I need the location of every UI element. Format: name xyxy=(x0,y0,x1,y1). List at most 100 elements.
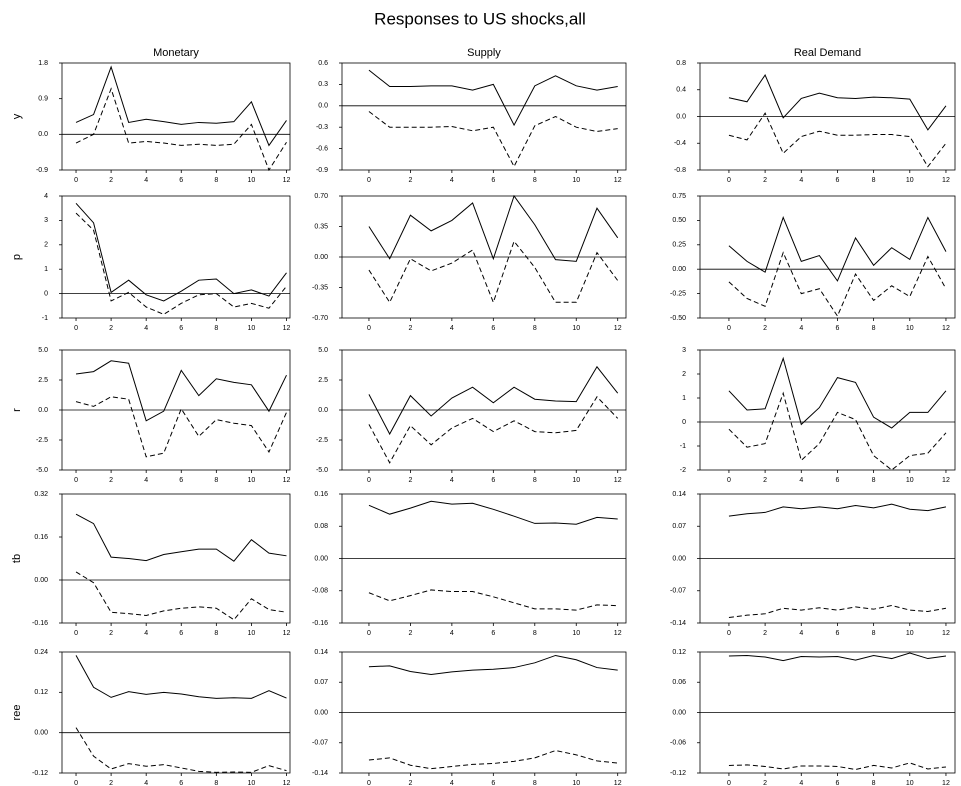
y-tick-label: 0.08 xyxy=(314,523,328,530)
y-tick-label: 0.00 xyxy=(34,577,48,584)
row-label: r xyxy=(11,408,23,412)
dashed-line xyxy=(75,727,287,773)
x-tick-label: 10 xyxy=(906,177,914,184)
x-tick-label: 6 xyxy=(179,477,183,484)
x-tick-label: 0 xyxy=(74,177,78,184)
x-tick-label: 0 xyxy=(727,325,731,332)
y-tick-label: -0.50 xyxy=(670,315,686,322)
column-title: Monetary xyxy=(153,47,199,59)
y-tick-label: -0.9 xyxy=(36,167,48,174)
x-tick-label: 12 xyxy=(614,177,622,184)
x-tick-label: 0 xyxy=(74,325,78,332)
y-tick-label: 2 xyxy=(682,371,686,378)
x-tick-label: 12 xyxy=(614,477,622,484)
x-tick-label: 0 xyxy=(367,177,371,184)
y-tick-label: -0.08 xyxy=(312,588,328,595)
x-tick-label: 4 xyxy=(450,780,454,786)
x-tick-label: 0 xyxy=(727,177,731,184)
dashed-line xyxy=(728,391,947,471)
x-tick-label: 8 xyxy=(872,325,876,332)
x-tick-label: 8 xyxy=(872,780,876,786)
x-tick-label: 12 xyxy=(283,477,291,484)
x-tick-label: 2 xyxy=(408,780,412,786)
y-tick-label: -0.14 xyxy=(312,770,328,777)
y-tick-label: -0.07 xyxy=(670,588,686,595)
y-tick-label: 0.07 xyxy=(314,679,328,686)
plot-frame xyxy=(699,349,956,471)
solid-line xyxy=(368,500,618,525)
dashed-line xyxy=(368,589,618,611)
y-tick-label: -0.12 xyxy=(670,770,686,777)
y-tick-label: 0.0 xyxy=(676,113,686,120)
y-tick-label: 0.14 xyxy=(672,491,686,498)
x-tick-label: 4 xyxy=(450,477,454,484)
x-tick-label: 4 xyxy=(144,780,148,786)
x-tick-label: 2 xyxy=(408,477,412,484)
x-tick-label: 6 xyxy=(179,325,183,332)
y-tick-label: 0.6 xyxy=(318,60,328,67)
x-tick-label: 6 xyxy=(835,630,839,637)
y-tick-label: 0.14 xyxy=(314,649,328,656)
y-tick-label: -0.06 xyxy=(670,740,686,747)
x-tick-label: 8 xyxy=(214,177,218,184)
y-tick-label: 3 xyxy=(44,217,48,224)
solid-line xyxy=(75,202,287,302)
dashed-line xyxy=(368,395,619,464)
y-tick-label: 0.32 xyxy=(34,491,48,498)
x-tick-label: 8 xyxy=(214,780,218,786)
y-tick-label: -0.8 xyxy=(674,167,686,174)
y-tick-label: -0.25 xyxy=(670,290,686,297)
x-tick-label: 6 xyxy=(491,477,495,484)
x-tick-label: 10 xyxy=(572,325,580,332)
x-tick-label: 10 xyxy=(906,325,914,332)
y-tick-label: 0.0 xyxy=(38,407,48,414)
y-tick-label: 0.00 xyxy=(314,709,328,716)
y-tick-label: 2 xyxy=(44,242,48,249)
solid-line xyxy=(75,360,287,422)
y-tick-label: 0.3 xyxy=(318,81,328,88)
y-tick-label: 0.4 xyxy=(676,87,686,94)
y-tick-label: 0.24 xyxy=(34,649,48,656)
dashed-line xyxy=(728,251,947,318)
y-tick-label: 0.12 xyxy=(672,649,686,656)
x-tick-label: 12 xyxy=(942,477,950,484)
row-label: ree xyxy=(11,705,23,721)
x-tick-label: 0 xyxy=(74,630,78,637)
y-tick-label: 1.8 xyxy=(38,60,48,67)
x-tick-label: 2 xyxy=(109,630,113,637)
y-tick-label: 0.35 xyxy=(314,223,328,230)
x-tick-label: 2 xyxy=(109,177,113,184)
y-tick-label: -0.3 xyxy=(316,124,328,131)
y-tick-label: -0.9 xyxy=(316,167,328,174)
x-tick-label: 10 xyxy=(248,477,256,484)
y-tick-label: 0.9 xyxy=(38,96,48,103)
x-tick-label: 2 xyxy=(763,325,767,332)
x-tick-label: 0 xyxy=(727,477,731,484)
x-tick-label: 10 xyxy=(572,780,580,786)
x-tick-label: 10 xyxy=(906,630,914,637)
y-tick-label: 0.06 xyxy=(672,679,686,686)
x-tick-label: 6 xyxy=(179,780,183,786)
row-label: tb xyxy=(11,554,23,563)
x-tick-label: 4 xyxy=(450,325,454,332)
x-tick-label: 12 xyxy=(942,780,950,786)
dashed-line xyxy=(368,750,618,770)
x-tick-label: 8 xyxy=(533,325,537,332)
x-tick-label: 12 xyxy=(614,630,622,637)
y-tick-label: 0.00 xyxy=(34,730,48,737)
y-tick-label: 0.00 xyxy=(314,254,328,261)
y-tick-label: 0.75 xyxy=(672,193,686,200)
x-tick-label: 0 xyxy=(74,780,78,786)
plot-frame xyxy=(61,493,291,624)
y-tick-label: 0.16 xyxy=(34,534,48,541)
x-tick-label: 4 xyxy=(799,177,803,184)
y-tick-label: -2.5 xyxy=(36,437,48,444)
y-tick-label: -2.5 xyxy=(316,437,328,444)
x-tick-label: 12 xyxy=(283,780,291,786)
x-tick-label: 8 xyxy=(872,477,876,484)
x-tick-label: 12 xyxy=(942,630,950,637)
solid-line xyxy=(728,216,947,282)
y-tick-label: 4 xyxy=(44,193,48,200)
x-tick-label: 10 xyxy=(248,630,256,637)
